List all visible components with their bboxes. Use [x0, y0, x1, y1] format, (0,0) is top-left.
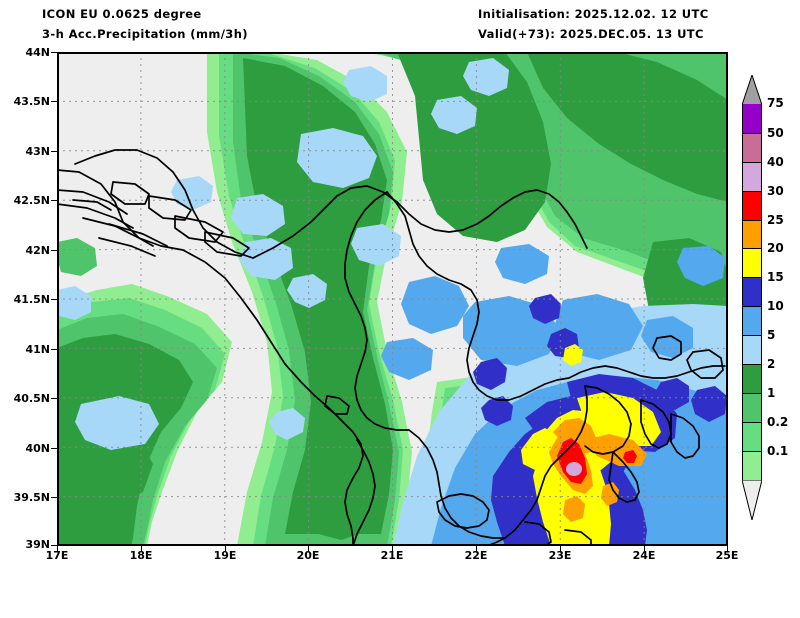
colorbar-band-40: 40 [742, 155, 784, 191]
y-tick-mark [51, 101, 57, 102]
y-tick-label-42p5n: 42.5N [13, 194, 50, 207]
y-tick-label-43n: 43N [25, 145, 50, 158]
y-tick-label-41p5n: 41.5N [13, 293, 50, 306]
x-tick-label-17e: 17E [45, 549, 69, 562]
contour-band-40 [566, 462, 582, 476]
colorbar-band-0p2: 0.2 [742, 415, 788, 451]
x-tick-label-24e: 24E [632, 549, 656, 562]
y-tick-label-44n: 44N [25, 46, 50, 59]
x-tick-label-23e: 23E [548, 549, 572, 562]
model-name-label: ICON EU 0.0625 degree [42, 7, 202, 21]
x-tick-mark [57, 546, 58, 552]
x-tick-label-21e: 21E [380, 549, 404, 562]
y-tick-mark [51, 200, 57, 201]
colorbar-tick-25: 25 [767, 212, 784, 227]
colorbar-tick-15: 15 [767, 270, 784, 285]
x-tick-label-19e: 19E [213, 549, 237, 562]
colorbar-tick-75: 75 [767, 96, 784, 110]
colorbar-tick-10: 10 [767, 299, 784, 314]
colorbar-band-2: 2 [742, 357, 775, 393]
y-tick-label-39n: 39N [25, 538, 50, 551]
valid-time-label: Valid(+73): 2025.DEC.05. 13 UTC [478, 27, 704, 41]
y-tick-mark [51, 151, 57, 152]
graticule-grid [57, 52, 728, 546]
x-tick-mark [644, 546, 645, 552]
colorbar-tick-0p2: 0.2 [767, 414, 789, 429]
colorbar-band-10: 10 [742, 299, 784, 336]
y-tick-label-40n: 40N [25, 442, 50, 455]
colorbar-band-15: 15 [742, 270, 784, 307]
y-tick-mark [51, 497, 57, 498]
colorbar-tick-40: 40 [767, 154, 784, 169]
colorbar-tick-1: 1 [767, 385, 776, 400]
y-tick-mark [51, 299, 57, 300]
colorbar-band-30: 30 [742, 184, 784, 220]
colorbar-tick-30: 30 [767, 183, 784, 198]
colorbar-band-5: 5 [742, 328, 775, 365]
colorbar-tick-0p1: 0.1 [767, 443, 789, 458]
map-plot-area [57, 52, 728, 546]
colorbar-tick-20: 20 [767, 241, 784, 256]
colorbar-band-75: 75 [742, 96, 784, 133]
colorbar-tick-50: 50 [767, 125, 784, 140]
colorbar-band-20: 20 [742, 241, 784, 278]
colorbar-tick-2: 2 [767, 357, 776, 372]
x-tick-mark [308, 546, 309, 552]
y-tick-label-43p5n: 43.5N [13, 95, 50, 108]
y-tick-mark [51, 250, 57, 251]
y-tick-label-40p5n: 40.5N [13, 392, 50, 405]
y-tick-mark [51, 448, 57, 449]
colorbar-band-50: 50 [742, 126, 784, 162]
colorbar-band-25: 25 [742, 213, 784, 249]
y-tick-mark [51, 545, 57, 546]
x-tick-mark [727, 546, 728, 552]
x-tick-label-18e: 18E [129, 549, 153, 562]
field-name-label: 3-h Acc.Precipitation (mm/3h) [42, 27, 248, 41]
precipitation-colorbar: 75 50 40 30 25 20 15 10 5 2 1 [742, 96, 788, 480]
x-tick-mark [225, 546, 226, 552]
x-tick-mark [141, 546, 142, 552]
y-tick-label-39p5n: 39.5N [13, 491, 50, 504]
y-tick-mark [51, 52, 57, 53]
y-tick-mark [51, 398, 57, 399]
y-tick-mark [51, 349, 57, 350]
x-tick-mark [392, 546, 393, 552]
colorbar-tick-5: 5 [767, 328, 776, 343]
x-tick-label-22e: 22E [464, 549, 488, 562]
initialisation-time-label: Initialisation: 2025.12.02. 12 UTC [478, 7, 709, 21]
x-tick-label-25e: 25E [715, 549, 739, 562]
y-tick-label-42n: 42N [25, 244, 50, 257]
precipitation-field [57, 52, 728, 546]
colorbar-band-0p1: 0.1 [742, 444, 788, 480]
colorbar-band-1: 1 [742, 386, 775, 422]
colorbar-underflow-arrow [742, 480, 762, 520]
x-tick-mark [476, 546, 477, 552]
x-tick-label-20e: 20E [296, 549, 320, 562]
coastlines-and-borders [57, 149, 726, 546]
y-tick-label-41n: 41N [25, 343, 50, 356]
x-tick-mark [560, 546, 561, 552]
colorbar-overflow-arrow [742, 75, 762, 105]
